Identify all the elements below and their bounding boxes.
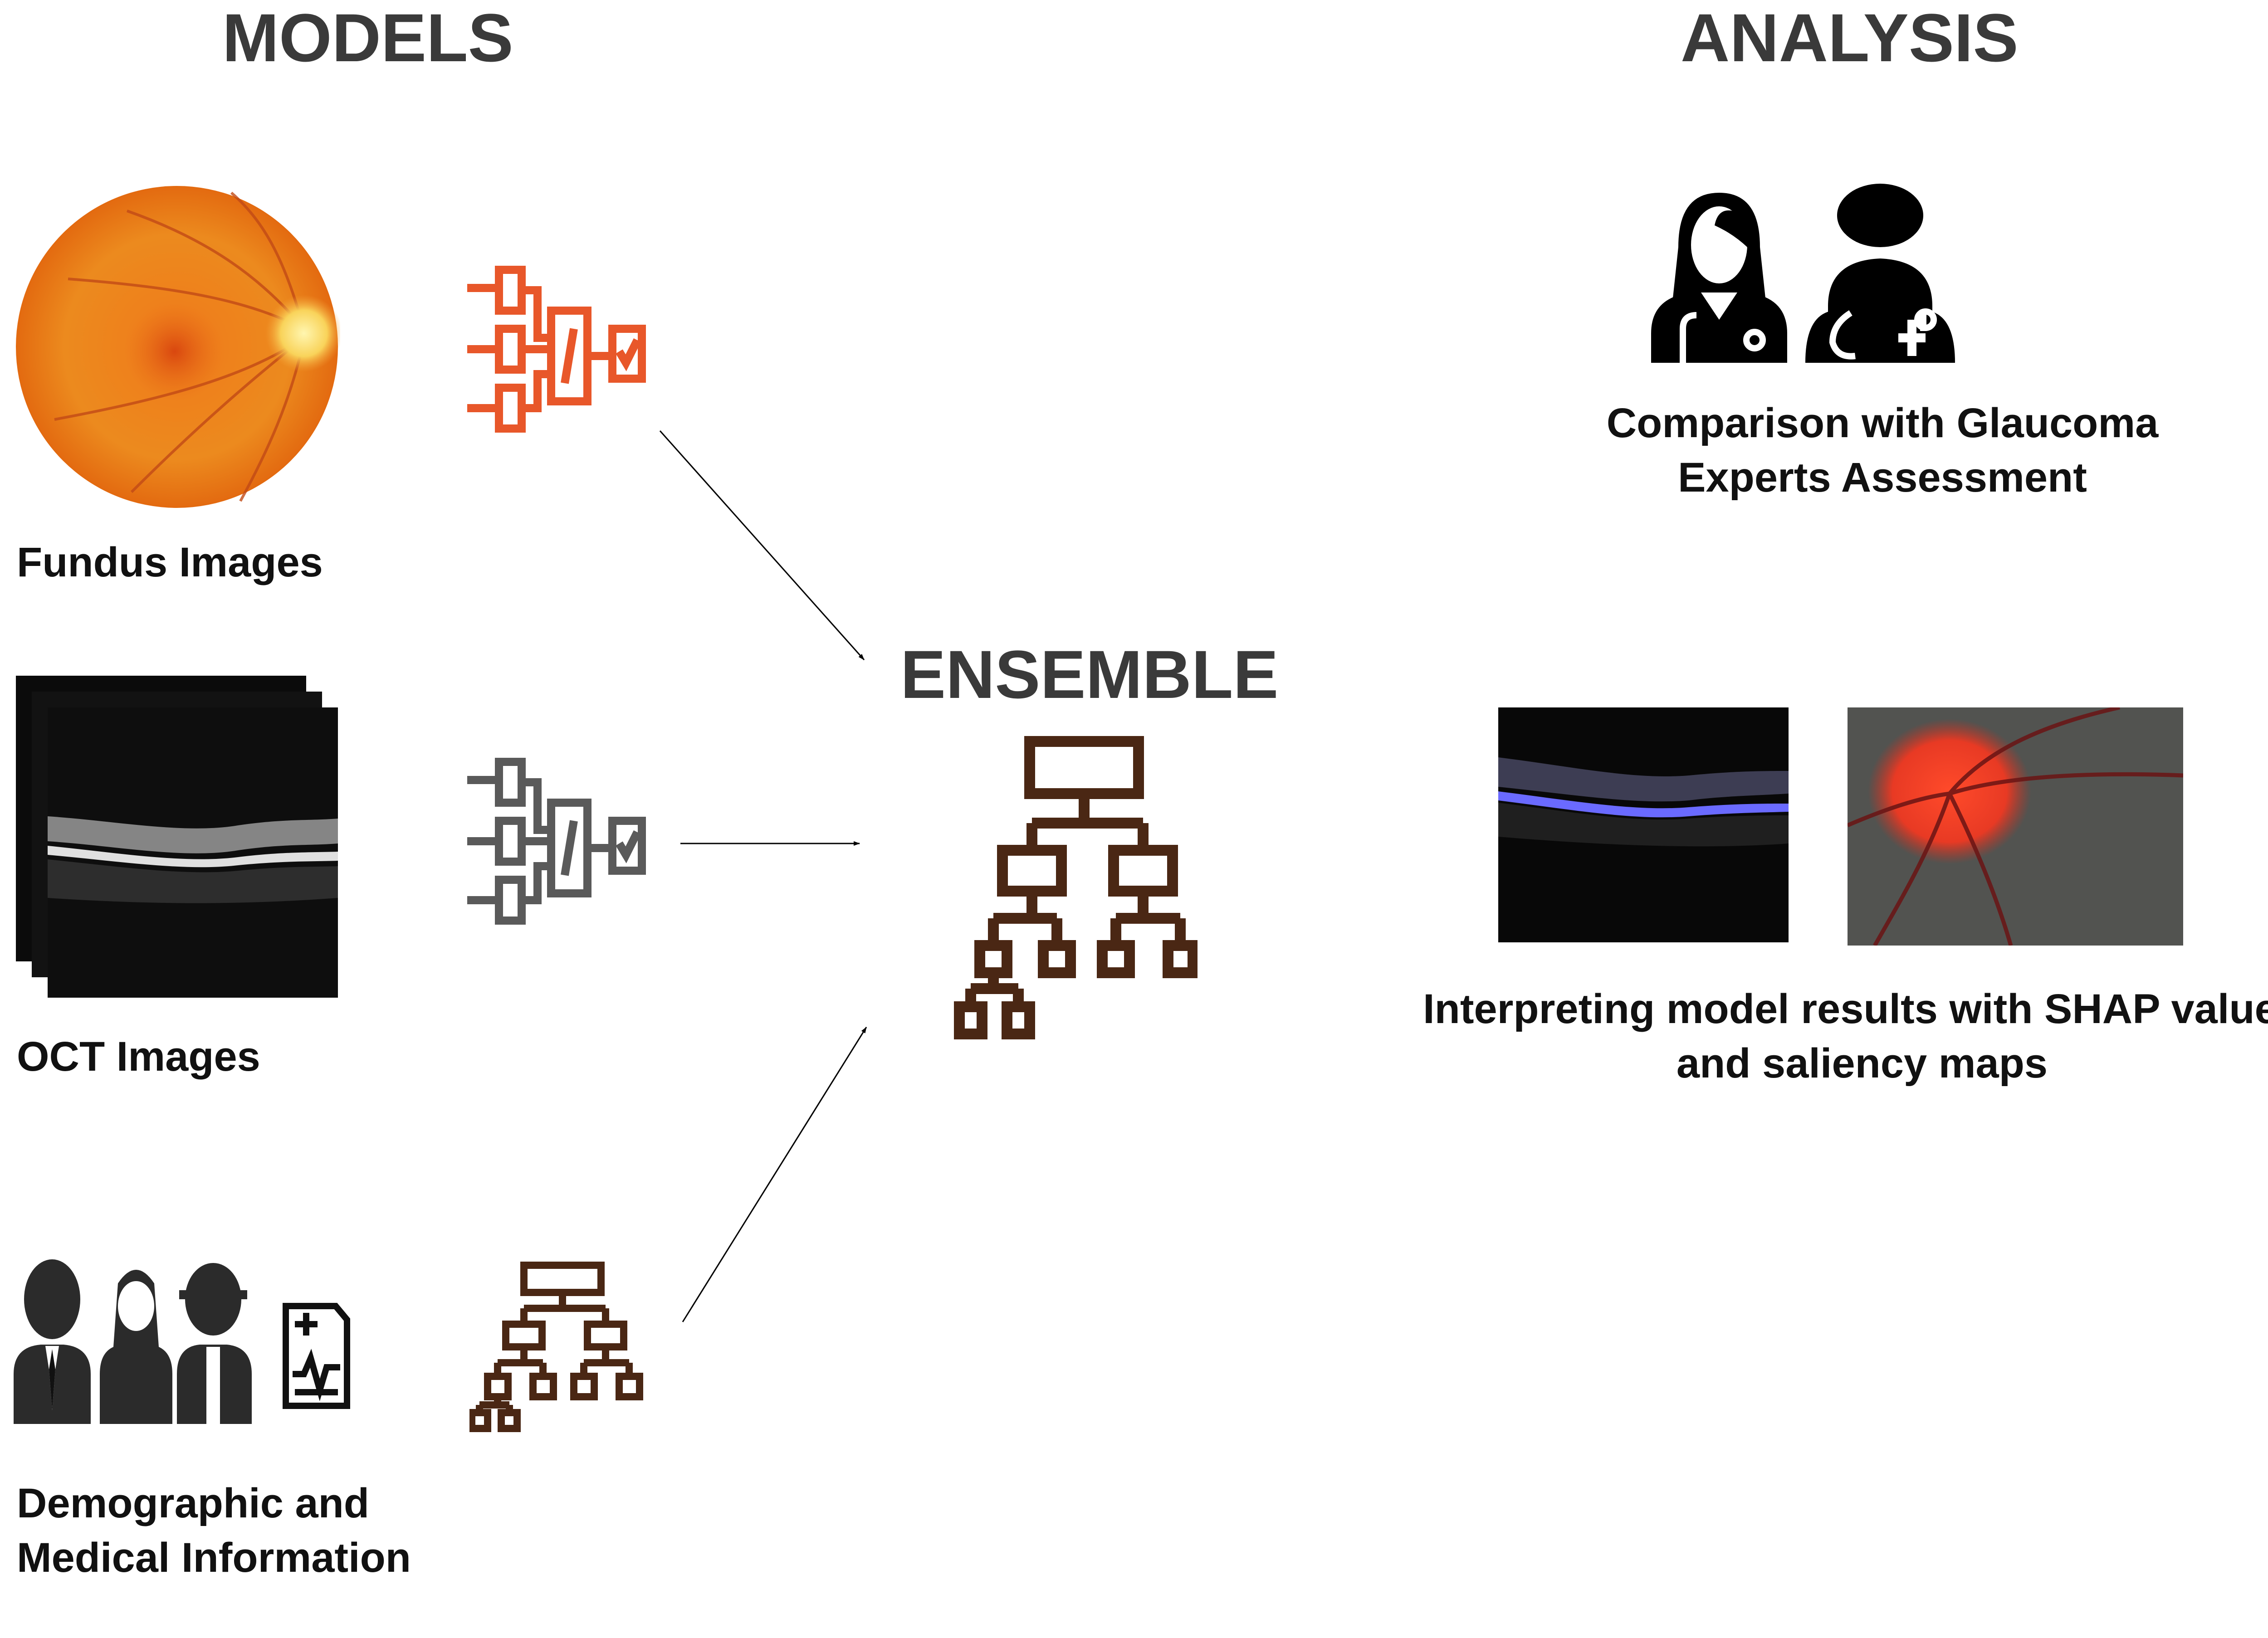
oct-image <box>48 707 338 998</box>
oct-cnn-icon <box>467 758 646 925</box>
demographic-label-line2: Medical Information <box>17 1535 411 1581</box>
fundus-image <box>16 186 340 508</box>
models-heading: MODELS <box>222 0 513 76</box>
comparison-label-line1: Comparison with Glaucoma <box>1606 400 2159 446</box>
demographic-label-line1: Demographic and <box>17 1480 370 1526</box>
interpret-label-line2: and saliency maps <box>1676 1040 2048 1087</box>
analysis-heading: ANALYSIS <box>1681 0 2019 76</box>
people-icon <box>14 1259 350 1424</box>
demographic-to-ensemble-arrow <box>682 1027 867 1322</box>
interpret-label-line1: Interpreting model results with SHAP val… <box>1423 986 2268 1032</box>
fundus-label: Fundus Images <box>17 539 323 585</box>
ensemble-heading: ENSEMBLE <box>900 636 1279 712</box>
oct-label: OCT Images <box>17 1034 260 1080</box>
doctor-icon <box>1651 184 1955 363</box>
fundus-saliency-image <box>1848 707 2183 946</box>
fundus-cnn-icon <box>467 266 646 433</box>
oct-shap-image <box>1498 707 1789 942</box>
comparison-label-line2: Experts Assessment <box>1678 454 2087 501</box>
medical-report-icon <box>283 1303 350 1409</box>
demographic-tree-icon <box>469 1262 643 1432</box>
ensemble-tree-icon <box>954 736 1198 1039</box>
fundus-to-ensemble-arrow <box>659 430 865 660</box>
